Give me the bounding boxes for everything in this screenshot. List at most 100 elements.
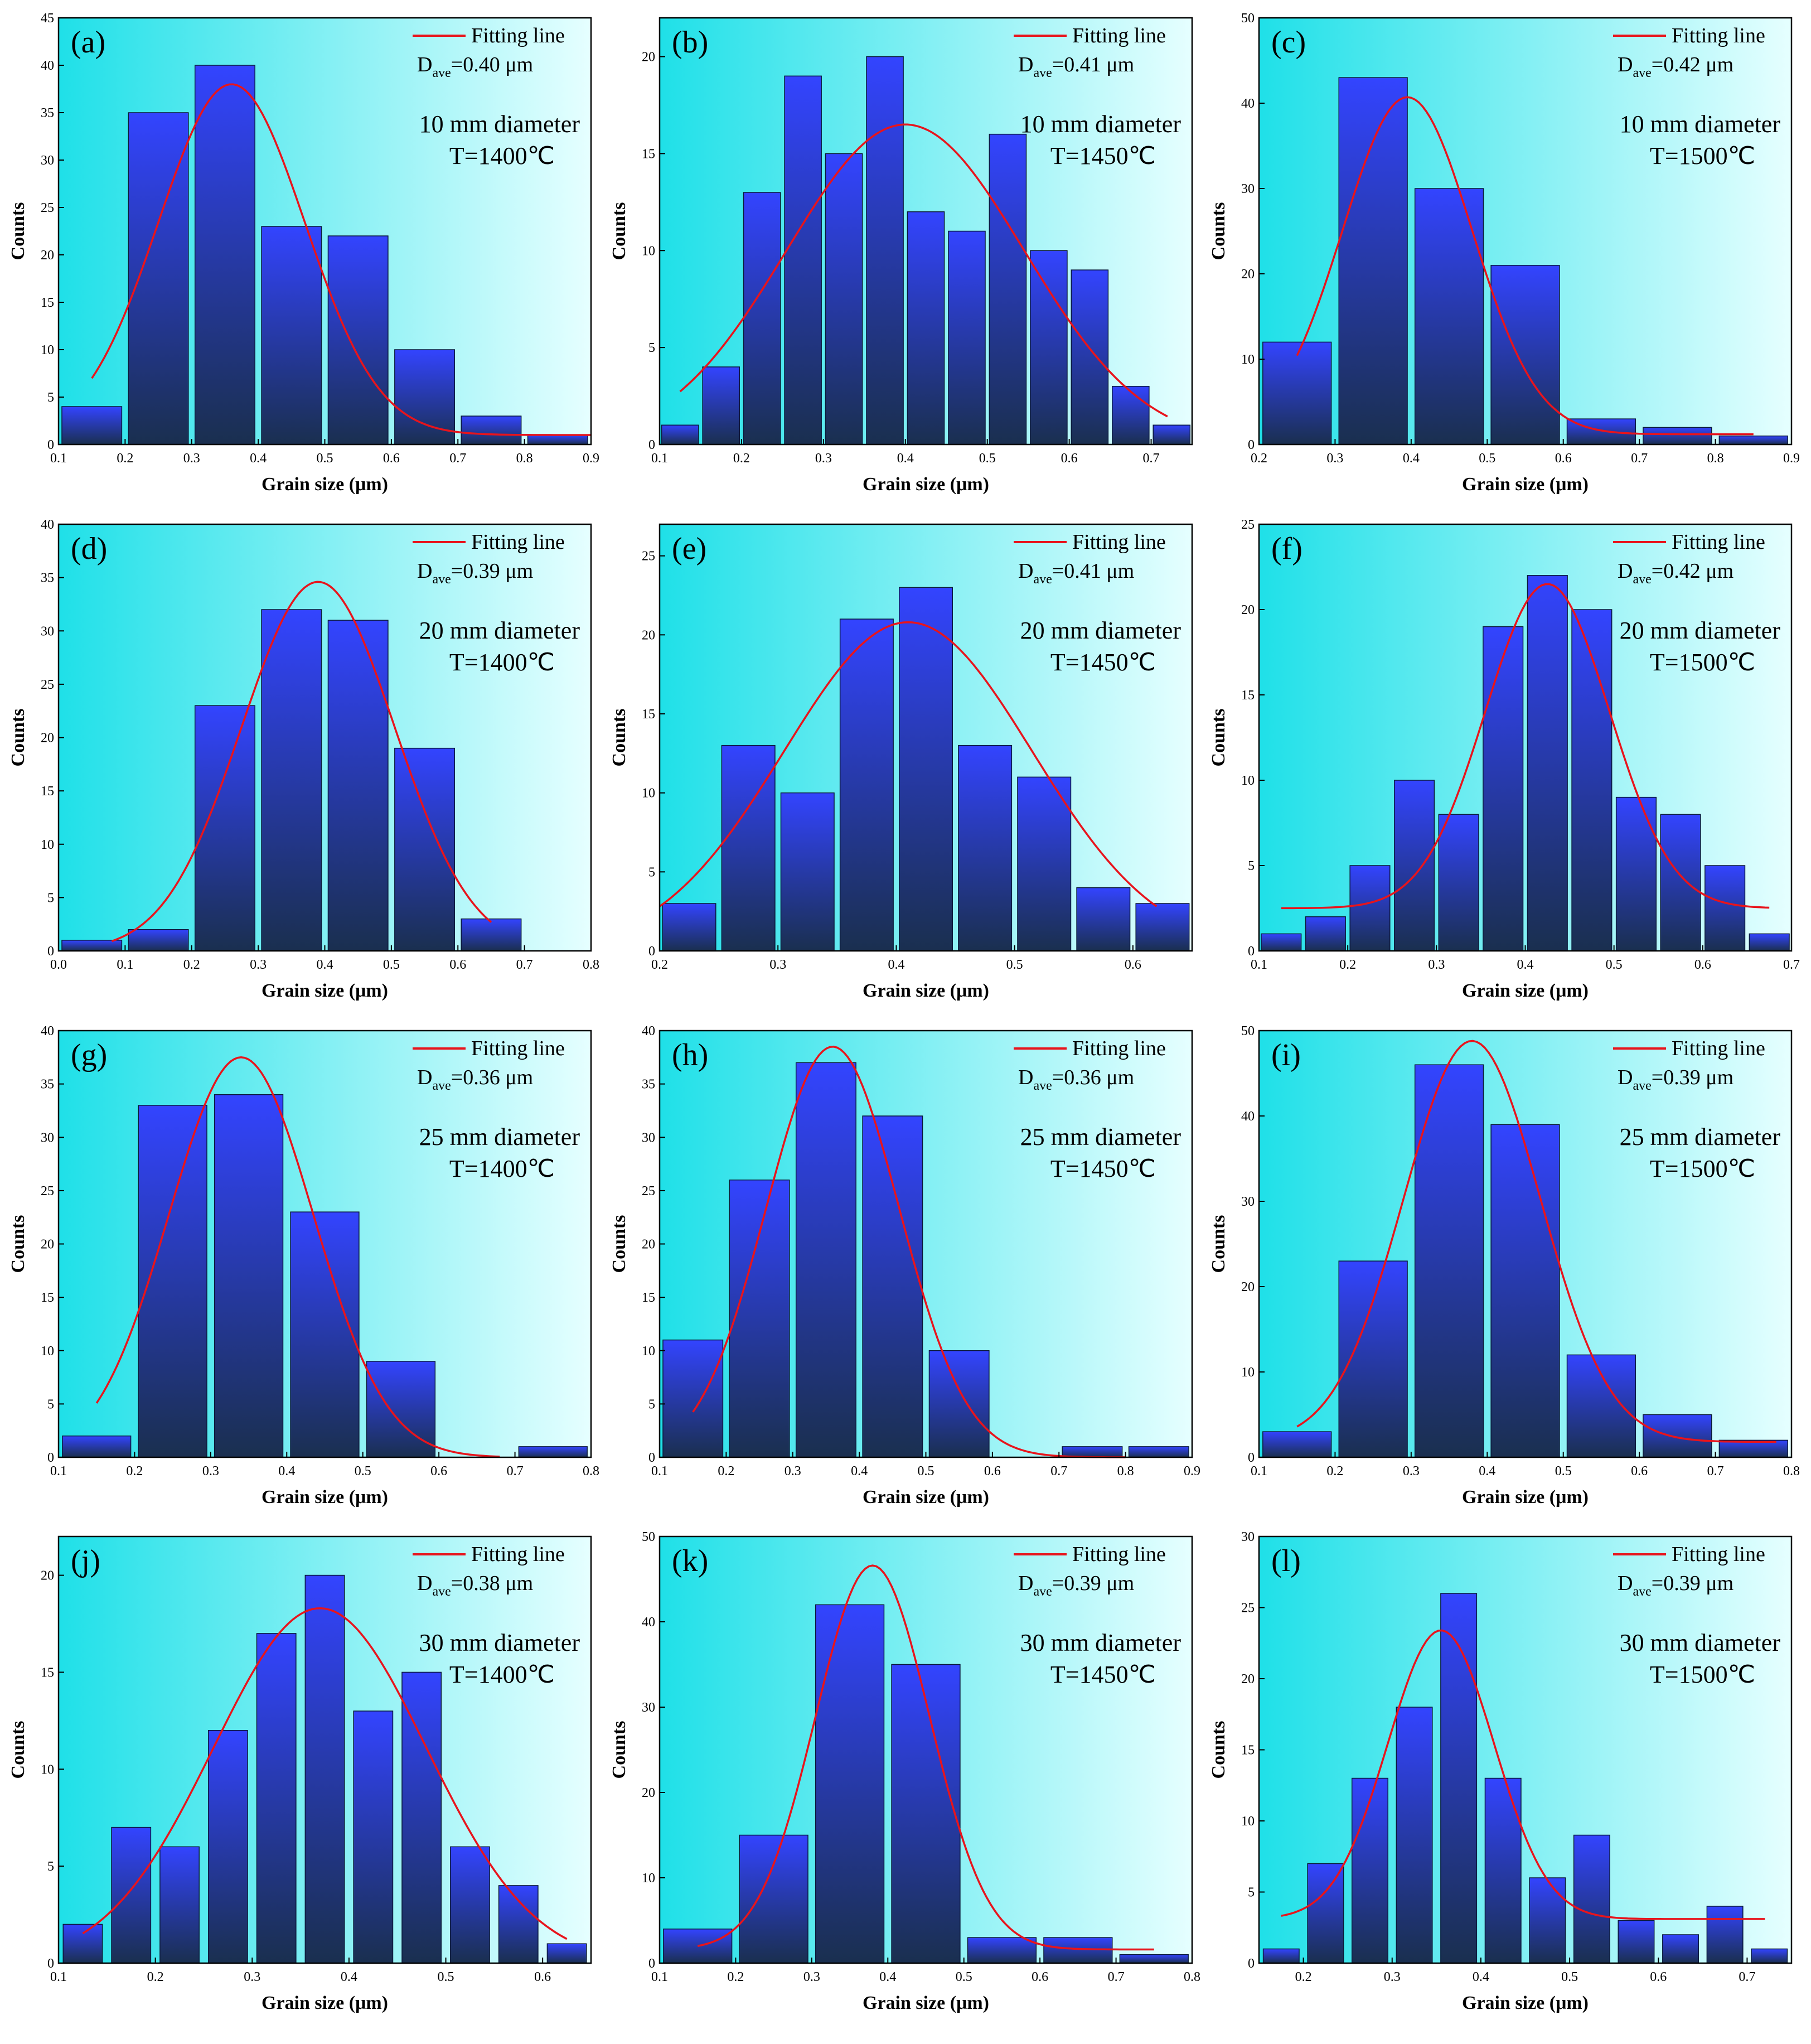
y-tick-label: 5 bbox=[648, 865, 655, 880]
x-tick-label: 0.1 bbox=[50, 451, 67, 466]
dave-value: =0.40 μm bbox=[451, 53, 533, 76]
dave-annotation: Dave=0.36 μm bbox=[1018, 1066, 1134, 1093]
x-tick-label: 0.4 bbox=[278, 1464, 295, 1478]
y-tick-label: 10 bbox=[41, 838, 54, 852]
histogram-bar bbox=[1490, 264, 1560, 445]
x-tick-label: 0.2 bbox=[718, 1464, 734, 1478]
histogram-bar bbox=[1135, 903, 1190, 951]
x-tick-label: 0.6 bbox=[1555, 451, 1572, 466]
x-tick-label: 0.6 bbox=[534, 1970, 551, 1984]
legend-label: Fitting line bbox=[1672, 530, 1765, 554]
x-tick-label: 0.4 bbox=[1479, 1464, 1495, 1478]
y-tick-label: 10 bbox=[41, 1344, 54, 1359]
histogram-bar bbox=[450, 1846, 490, 1964]
dave-value: =0.39 μm bbox=[1652, 1572, 1733, 1595]
y-tick-label: 0 bbox=[648, 944, 655, 959]
chart-svg: 0.0 0.1 0.2 0.3 0.4 0.5 0.6 0.7 0.8 0 5 10 15 20 25 30 3… bbox=[8, 518, 599, 1001]
y-tick-label: 35 bbox=[41, 571, 54, 586]
histogram-bar bbox=[780, 792, 835, 951]
x-tick-label: 0.6 bbox=[984, 1464, 1001, 1478]
x-tick-label: 0.0 bbox=[50, 958, 67, 972]
dave-value: =0.39 μm bbox=[1652, 1066, 1733, 1089]
x-tick-label: 0.1 bbox=[117, 958, 133, 972]
dave-annotation: Dave=0.39 μm bbox=[1618, 1572, 1733, 1599]
histogram-bar bbox=[62, 1924, 103, 1964]
condition-diameter: 25 mm diameter bbox=[419, 1123, 580, 1151]
y-tick-label: 30 bbox=[41, 1130, 54, 1145]
histogram-bar bbox=[261, 609, 322, 951]
x-axis-title: Grain size (μm) bbox=[262, 980, 388, 1001]
x-axis-title: Grain size (μm) bbox=[1462, 1487, 1589, 1507]
x-tick-label: 0.8 bbox=[583, 958, 599, 972]
histogram-bar bbox=[366, 1361, 436, 1458]
y-tick-label: 25 bbox=[41, 201, 54, 215]
histogram-bar bbox=[261, 226, 322, 445]
x-tick-label: 0.2 bbox=[147, 1970, 164, 1984]
y-tick-label: 40 bbox=[642, 1615, 655, 1630]
plot-background bbox=[1259, 524, 1791, 951]
histogram-bar bbox=[128, 929, 189, 951]
histogram-bar bbox=[729, 1180, 790, 1458]
y-tick-label: 0 bbox=[47, 1451, 54, 1465]
dave-annotation: Dave=0.39 μm bbox=[1618, 1066, 1733, 1093]
x-tick-label: 0.2 bbox=[183, 958, 200, 972]
condition-temperature: T=1500℃ bbox=[1650, 142, 1755, 170]
y-tick-label: 15 bbox=[41, 784, 54, 799]
dave-annotation: Dave=0.38 μm bbox=[417, 1572, 533, 1599]
x-tick-label: 0.6 bbox=[449, 958, 466, 972]
y-tick-label: 10 bbox=[41, 343, 54, 357]
legend-label: Fitting line bbox=[471, 1037, 565, 1060]
dave-annotation: Dave=0.36 μm bbox=[417, 1066, 533, 1093]
y-tick-label: 30 bbox=[41, 624, 54, 639]
histogram-bar bbox=[401, 1671, 442, 1964]
x-tick-label: 0.1 bbox=[1251, 1464, 1267, 1478]
dave-annotation: Dave=0.42 μm bbox=[1618, 559, 1733, 587]
histogram-bar bbox=[702, 366, 740, 445]
y-tick-label: 15 bbox=[41, 1291, 54, 1305]
x-axis-title: Grain size (μm) bbox=[262, 1487, 388, 1507]
y-tick-label: 25 bbox=[41, 678, 54, 692]
x-axis-title: Grain size (μm) bbox=[1462, 474, 1589, 495]
x-tick-label: 0.7 bbox=[1783, 958, 1800, 972]
chart-svg: 0.1 0.2 0.3 0.4 0.5 0.6 0.7 0.8 0 10 20 30 40 50 Grain… bbox=[1208, 1024, 1800, 1507]
y-tick-label: 45 bbox=[41, 11, 54, 26]
histogram-bar bbox=[928, 1350, 990, 1458]
histogram-bar bbox=[1483, 626, 1524, 951]
y-tick-label: 20 bbox=[1241, 267, 1255, 282]
histogram-bar bbox=[1307, 1863, 1344, 1964]
y-tick-label: 40 bbox=[41, 518, 54, 532]
x-tick-label: 0.1 bbox=[651, 1970, 668, 1984]
x-tick-label: 0.5 bbox=[1006, 958, 1023, 972]
dave-symbol: D bbox=[1618, 1572, 1633, 1595]
y-tick-label: 40 bbox=[1241, 96, 1255, 111]
dave-value: =0.41 μm bbox=[1052, 559, 1134, 583]
y-tick-label: 20 bbox=[642, 50, 655, 65]
histogram-bar bbox=[839, 618, 894, 951]
x-tick-label: 0.5 bbox=[438, 1970, 454, 1984]
histogram-bar bbox=[1615, 796, 1657, 951]
x-tick-label: 0.6 bbox=[1650, 1970, 1667, 1984]
y-tick-label: 20 bbox=[642, 1786, 655, 1800]
histogram-bar bbox=[1718, 1439, 1788, 1458]
y-tick-label: 20 bbox=[41, 731, 54, 746]
histogram-bar bbox=[958, 745, 1013, 951]
histogram-bar bbox=[138, 1105, 207, 1458]
x-tick-label: 0.2 bbox=[733, 451, 750, 466]
histogram-bar bbox=[61, 406, 123, 445]
x-tick-label: 0.7 bbox=[449, 451, 466, 466]
dave-subscript: ave bbox=[1033, 1079, 1052, 1093]
y-axis-title: Counts bbox=[609, 1721, 630, 1779]
condition-diameter: 30 mm diameter bbox=[1620, 1629, 1781, 1656]
panel-label: (e) bbox=[672, 531, 706, 566]
x-tick-label: 0.8 bbox=[583, 1464, 599, 1478]
x-tick-label: 0.3 bbox=[183, 451, 200, 466]
x-tick-label: 0.8 bbox=[1117, 1464, 1134, 1478]
histogram-bar bbox=[1718, 435, 1788, 445]
dave-subscript: ave bbox=[432, 1079, 451, 1093]
dave-subscript: ave bbox=[1633, 1079, 1651, 1093]
dave-value: =0.41 μm bbox=[1052, 53, 1134, 76]
x-tick-label: 0.7 bbox=[1143, 451, 1160, 466]
condition-temperature: T=1500℃ bbox=[1650, 649, 1755, 676]
panel-label: (a) bbox=[71, 25, 105, 60]
condition-diameter: 10 mm diameter bbox=[1020, 110, 1181, 138]
